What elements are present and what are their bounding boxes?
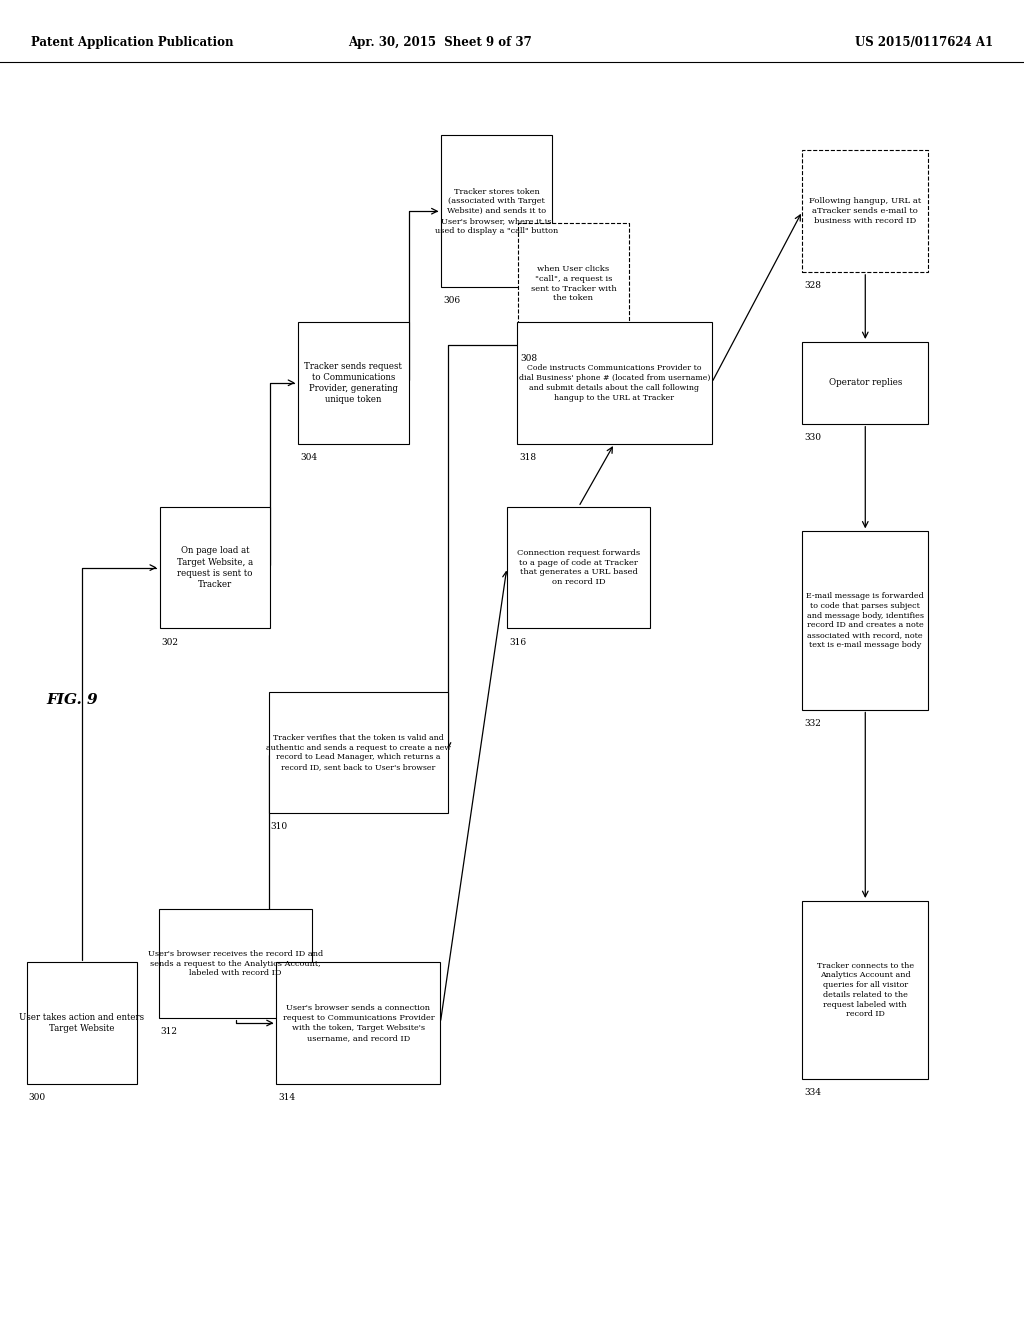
Text: 328: 328 <box>805 281 821 290</box>
Bar <box>507 507 650 628</box>
Text: 312: 312 <box>161 1027 178 1036</box>
Bar <box>517 322 712 444</box>
Text: Following hangup, URL at
aTracker sends e-mail to
business with record ID: Following hangup, URL at aTracker sends … <box>809 198 922 224</box>
Text: Apr. 30, 2015  Sheet 9 of 37: Apr. 30, 2015 Sheet 9 of 37 <box>348 36 532 49</box>
Text: 330: 330 <box>805 433 821 442</box>
Text: E-mail message is forwarded
to code that parses subject
and message body, identi: E-mail message is forwarded to code that… <box>807 591 924 649</box>
Bar <box>441 136 552 288</box>
Text: FIG. 9: FIG. 9 <box>46 693 97 706</box>
Text: 318: 318 <box>519 453 537 462</box>
Text: 306: 306 <box>443 297 461 305</box>
Bar <box>803 150 928 272</box>
Text: 300: 300 <box>29 1093 46 1102</box>
Bar <box>159 909 312 1018</box>
Text: Tracker sends request
to Communications
Provider, generating
unique token: Tracker sends request to Communications … <box>304 362 402 404</box>
Bar <box>27 962 137 1084</box>
Bar <box>268 692 449 813</box>
Text: 308: 308 <box>520 354 538 363</box>
Text: 304: 304 <box>300 453 317 462</box>
Text: User's browser sends a connection
request to Communications Provider
with the to: User's browser sends a connection reques… <box>283 1005 434 1041</box>
Bar <box>160 507 270 628</box>
Text: Tracker connects to the
Analytics Account and
queries for all visitor
details re: Tracker connects to the Analytics Accoun… <box>817 961 913 1019</box>
Bar <box>276 962 440 1084</box>
Bar <box>803 900 928 1080</box>
Text: when User clicks
"call", a request is
sent to Tracker with
the token: when User clicks "call", a request is se… <box>530 265 616 302</box>
Text: Connection request forwards
to a page of code at Tracker
that generates a URL ba: Connection request forwards to a page of… <box>517 549 640 586</box>
Text: User takes action and enters
Target Website: User takes action and enters Target Webs… <box>19 1012 144 1034</box>
Text: Code instructs Communications Provider to
dial Business' phone # (located from u: Code instructs Communications Provider t… <box>519 364 710 401</box>
Text: 302: 302 <box>162 638 179 647</box>
Text: Tracker stores token
(associated with Target
Website) and sends it to
User's bro: Tracker stores token (associated with Ta… <box>435 187 558 235</box>
Text: 310: 310 <box>270 822 288 832</box>
Text: 332: 332 <box>805 719 821 727</box>
Text: 314: 314 <box>279 1093 296 1102</box>
Text: User's browser receives the record ID and
sends a request to the Analytics Accou: User's browser receives the record ID an… <box>147 950 324 977</box>
Bar <box>518 223 629 345</box>
Text: 316: 316 <box>509 638 526 647</box>
Bar <box>803 342 928 424</box>
Text: On page load at
Target Website, a
request is sent to
Tracker: On page load at Target Website, a reques… <box>177 546 253 589</box>
Bar <box>803 532 928 710</box>
Text: Tracker verifies that the token is valid and
authentic and sends a request to cr: Tracker verifies that the token is valid… <box>266 734 451 771</box>
Text: US 2015/0117624 A1: US 2015/0117624 A1 <box>855 36 993 49</box>
Bar <box>298 322 409 444</box>
Text: Operator replies: Operator replies <box>828 379 902 387</box>
Text: Patent Application Publication: Patent Application Publication <box>31 36 233 49</box>
Text: 334: 334 <box>805 1088 821 1097</box>
